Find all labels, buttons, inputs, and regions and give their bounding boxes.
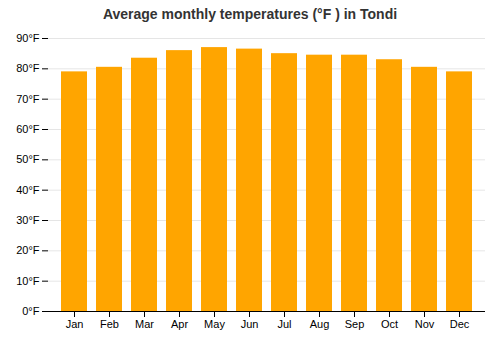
svg-text:70°F: 70°F — [16, 93, 40, 105]
svg-text:Oct: Oct — [381, 318, 398, 330]
svg-text:Jul: Jul — [277, 318, 291, 330]
svg-text:0°F: 0°F — [22, 305, 40, 317]
svg-text:90°F: 90°F — [16, 32, 40, 44]
svg-text:Sep: Sep — [345, 318, 365, 330]
svg-text:Nov: Nov — [415, 318, 435, 330]
svg-text:Mar: Mar — [135, 318, 154, 330]
svg-text:May: May — [204, 318, 225, 330]
svg-text:80°F: 80°F — [16, 62, 40, 74]
svg-text:50°F: 50°F — [16, 153, 40, 165]
svg-text:Jun: Jun — [241, 318, 259, 330]
svg-text:30°F: 30°F — [16, 214, 40, 226]
svg-text:20°F: 20°F — [16, 244, 40, 256]
html-text:Average monthly temperatures (: Average monthly temperatures (°F ) in To… — [102, 6, 398, 22]
svg-text:Aug: Aug — [310, 318, 330, 330]
svg-text:Feb: Feb — [100, 318, 119, 330]
svg-text:Apr: Apr — [171, 318, 188, 330]
svg-text:60°F: 60°F — [16, 123, 40, 135]
svg-text:40°F: 40°F — [16, 184, 40, 196]
svg-text:Jan: Jan — [66, 318, 84, 330]
svg-text:10°F: 10°F — [16, 275, 40, 287]
svg-text:Dec: Dec — [450, 318, 470, 330]
